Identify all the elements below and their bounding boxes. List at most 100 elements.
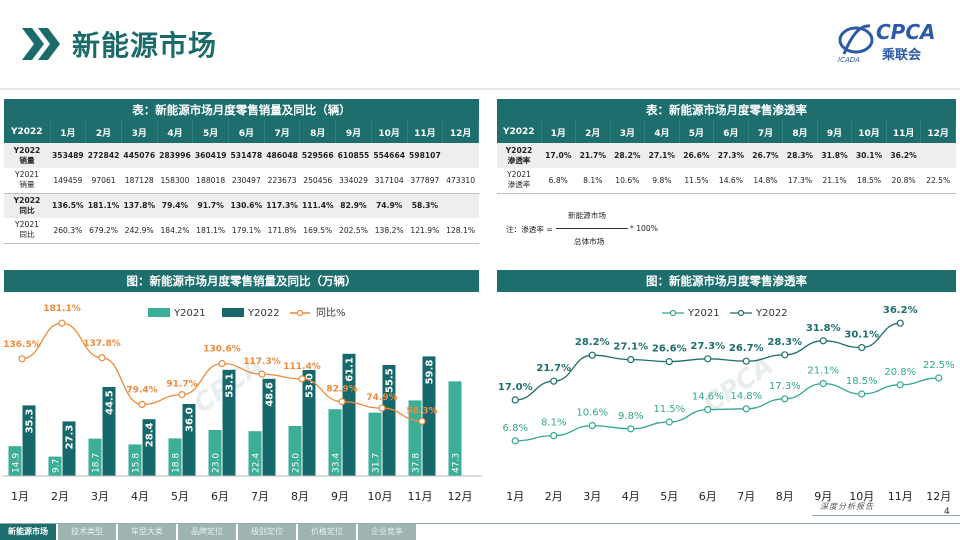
formula-fraction-line — [556, 228, 628, 229]
x-tick-label: 3月 — [91, 490, 109, 503]
table-cell: 187128 — [121, 168, 158, 194]
footer-tab[interactable]: 企业竞争 — [358, 524, 416, 540]
y2021-label: 8.1% — [541, 418, 566, 429]
yoy-point — [218, 359, 226, 368]
table-row: Y2022 渗透率 17.0% 21.7% 28.2% 27.1% 26.6% 27.3% 26… — [497, 143, 956, 168]
footer-tab[interactable]: 级别定位 — [238, 524, 296, 540]
table-cell: 28.3% — [782, 143, 818, 168]
t2-col-header: 1月 — [541, 121, 577, 143]
y2021-label: 9.8% — [618, 411, 643, 422]
y2021-point — [858, 390, 866, 398]
table-cell: 230497 — [228, 168, 265, 194]
y2022-point — [858, 343, 866, 352]
row-label-line: 渗透率 — [507, 155, 531, 165]
t1-col-header: 9月 — [335, 121, 372, 143]
row-label-line: 同比 — [19, 205, 35, 215]
table-cell: 334029 — [335, 168, 372, 194]
bar-label-y2022: 28.4 — [145, 422, 156, 447]
footer-tab[interactable]: 价格定位 — [298, 524, 356, 540]
penetration-formula: 注：渗透率 = 新能源市场 总体市场 * 100% — [506, 210, 706, 250]
yoy-point — [258, 370, 266, 378]
sales-table: Y2022 1月 2月 3月 4月 5月 6月 7月 8月 9月 10月 11月 12月 Y2022 销量… — [4, 121, 479, 244]
table-cell: 9.8% — [644, 168, 680, 194]
yoy-label: 79.4% — [126, 385, 157, 395]
bar-label-y2022: 53.1 — [225, 373, 236, 398]
bar-label-y2021: 23.0 — [212, 453, 222, 473]
table-cell: 17.3% — [782, 168, 818, 194]
y2021-point — [550, 432, 558, 440]
formula-denominator: 总体市场 — [574, 237, 605, 246]
y2021-line — [515, 377, 939, 442]
page-title: 新能源市场 — [72, 29, 218, 62]
y2021-point — [665, 418, 673, 426]
table-cell: 117.3% — [264, 193, 300, 218]
table-cell: 6.8% — [541, 168, 576, 194]
table-cell: 188018 — [192, 168, 229, 194]
t1-col-header: 2月 — [85, 121, 122, 143]
footer: 深度分析报告 4 新能源市场 技术类型 车型大类 品牌定位 级别定位 价格定位 企业竞争 — [0, 502, 960, 540]
t1-col-header: Y2022 — [4, 121, 51, 143]
y2021-label: 17.3% — [769, 381, 801, 392]
bar-label-y2021: 22.4 — [252, 453, 262, 473]
x-tick-label: 4月 — [622, 490, 640, 503]
yoy-point — [18, 355, 26, 363]
bar-label-y2022: 35.3 — [25, 409, 36, 434]
y2022-label: 30.1% — [844, 330, 879, 341]
table-cell: 27.3% — [713, 143, 749, 168]
bar-label-y2022: 27.3 — [65, 425, 76, 450]
row-label: Y2021 同比 — [4, 218, 50, 244]
footer-tab[interactable]: 车型大类 — [118, 524, 176, 540]
row-label-line: 渗透率 — [507, 180, 531, 190]
y2022-label: 26.7% — [729, 343, 764, 354]
y2022-label: 28.2% — [575, 337, 610, 348]
legend-marker — [296, 309, 304, 317]
bar-y2021 — [368, 412, 382, 476]
table-cell: 10.6% — [610, 168, 645, 194]
x-tick-label: 4月 — [131, 490, 149, 503]
table-row: Y2022 同比 136.5% 181.1% 137.8% 79.4% 91.7% 130.6… — [4, 193, 479, 218]
footer-tab[interactable]: 品牌定位 — [178, 524, 236, 540]
table-cell: 20.8% — [886, 168, 921, 194]
legend-marker — [669, 309, 677, 317]
penetration-chart-title: 图：新能源市场月度零售渗透率 — [497, 270, 956, 292]
y2021-label: 10.6% — [576, 408, 608, 419]
x-tick-label: 5月 — [660, 490, 678, 503]
t1-col-header: 10月 — [371, 121, 408, 143]
row-label-line: Y2022 — [505, 145, 533, 155]
t2-col-header: 6月 — [713, 121, 749, 143]
y2022-point — [665, 357, 673, 366]
x-tick-label: 12月 — [926, 490, 951, 503]
table-cell: 529566 — [299, 143, 336, 168]
table-cell: 486048 — [264, 143, 300, 168]
yoy-line — [21, 322, 423, 423]
table-cell: 377897 — [407, 168, 443, 194]
x-tick-label: 2月 — [545, 490, 563, 503]
t1-col-header: 8月 — [299, 121, 337, 143]
footer-tab[interactable]: 技术类型 — [58, 524, 116, 540]
bar-y2022 — [422, 356, 436, 476]
table-cell: 91.7% — [192, 193, 229, 218]
sales-chart: Y2021 Y2022 同比% 14.9 35.3 1月 9.727.3 2月 18.7 44.5… — [2, 304, 482, 503]
bar-label-y2021: 31.7 — [372, 453, 382, 473]
table-cell: 21.7% — [575, 143, 611, 168]
table-cell: 610855 — [335, 143, 372, 168]
table-cell: 554664 — [371, 143, 408, 168]
row-label: Y2022 销量 — [4, 143, 50, 168]
footer-tab[interactable]: 新能源市场 — [0, 524, 56, 540]
table-cell: 74.9% — [371, 193, 408, 218]
x-tick-label: 12月 — [448, 490, 473, 503]
table-cell: 137.8% — [121, 193, 158, 218]
table-cell: 128.1% — [442, 218, 479, 244]
yoy-point — [378, 404, 386, 412]
chevron-right-icon — [22, 28, 60, 60]
bar-label-y2021: 18.7 — [92, 453, 102, 473]
legend-label: 同比% — [316, 307, 346, 319]
row-label-line: 销量 — [19, 155, 35, 165]
x-tick-label: 10月 — [368, 490, 393, 503]
table-cell: 250456 — [299, 168, 336, 194]
bar-y2022 — [102, 387, 116, 476]
bar-label-y2021: 15.8 — [132, 453, 142, 473]
bar-label-y2022: 36.0 — [185, 407, 196, 432]
y2021-label: 14.8% — [730, 391, 762, 402]
table-cell: 242.9% — [121, 218, 158, 244]
